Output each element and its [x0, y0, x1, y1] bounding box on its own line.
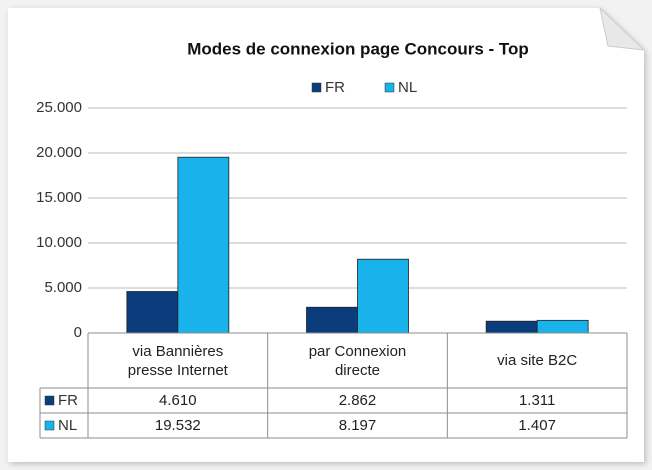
bar [177, 156, 230, 334]
row-header: FR [58, 392, 78, 409]
folded-corner [599, 6, 646, 51]
category-label: via Bannières presse Internet [127, 342, 228, 379]
table-value: 8.197 [338, 417, 377, 434]
legend-swatch [384, 82, 395, 93]
y-tick-label: 20.000 [36, 144, 82, 161]
panel [8, 8, 644, 462]
legend-swatch [311, 82, 322, 93]
legend-key [44, 395, 55, 406]
row-header: NL [58, 417, 77, 434]
category-label: par Connexion directe [308, 342, 407, 379]
bar [306, 306, 358, 334]
category-label: via site B2C [497, 352, 578, 369]
legend-label: FR [325, 79, 345, 96]
table-value: 4.610 [159, 392, 197, 409]
legend-label: NL [398, 79, 417, 96]
bar [485, 320, 538, 334]
table-value: 19.532 [154, 417, 201, 434]
y-tick-label: 10.000 [36, 234, 82, 251]
table-value: 2.862 [338, 392, 377, 409]
bar [357, 258, 409, 334]
y-tick-label: 5.000 [44, 279, 82, 296]
bar [536, 319, 589, 334]
y-tick-label: 15.000 [36, 189, 82, 206]
table-value: 1.407 [518, 417, 556, 434]
bar [126, 291, 179, 334]
table-value: 1.311 [518, 392, 556, 409]
chart-title: Modes de connexion page Concours - Top [187, 39, 529, 58]
y-tick-label: 0 [74, 324, 82, 341]
legend-key [44, 420, 55, 431]
y-tick-label: 25.000 [36, 99, 82, 116]
